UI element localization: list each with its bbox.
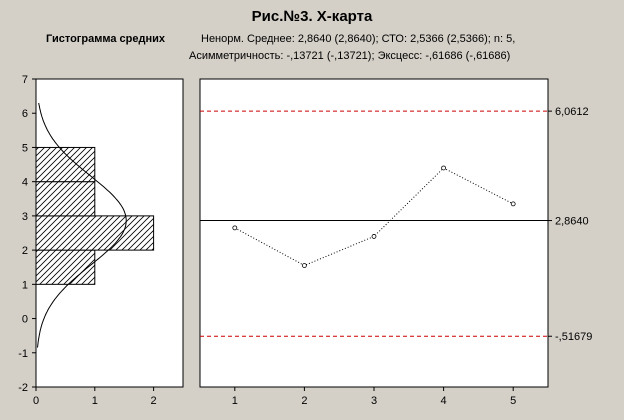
y-tick-label: -2	[18, 382, 28, 394]
center-label: 2,8640	[555, 216, 589, 228]
histogram-bar-2	[35, 215, 155, 251]
ctrl-x-tick-label: 1	[232, 395, 238, 407]
ctrl-x-tick-label: 4	[441, 395, 447, 407]
y-tick-label: 5	[22, 142, 28, 154]
y-tick-label: 0	[22, 314, 28, 326]
y-tick-label: 6	[22, 108, 28, 120]
y-tick-label: 1	[22, 279, 28, 291]
hist-x-tick-label: 1	[92, 395, 98, 407]
ctrl-x-tick-label: 5	[510, 395, 516, 407]
control-chart-plot-area	[199, 78, 549, 388]
stats-line-2: Асимметричность: -,13721 (-,13721); Эксц…	[189, 50, 511, 62]
data-point-2	[301, 263, 307, 268]
y-tick-label: 7	[22, 74, 28, 86]
ucl-label: 6,0612	[555, 106, 589, 118]
chart-title: Рис.№3. Х-карта	[251, 8, 373, 25]
data-point-1	[232, 225, 238, 231]
y-tick-label: -1	[18, 348, 28, 360]
lcl-label: -,51679	[555, 331, 592, 343]
histogram-title: Гистограмма средних	[46, 33, 165, 45]
ctrl-x-tick-label: 3	[371, 395, 377, 407]
histogram-bar-3	[35, 181, 96, 217]
data-point-5	[510, 201, 516, 207]
hist-x-tick-label: 2	[151, 395, 157, 407]
data-point-4	[441, 165, 447, 171]
histogram-bar-1	[35, 249, 96, 285]
ctrl-x-tick-label: 2	[301, 395, 307, 407]
y-tick-label: 2	[22, 245, 28, 257]
data-point-3	[371, 234, 377, 239]
y-tick-label: 4	[22, 177, 28, 189]
stats-line-1: Ненорм. Среднее: 2,8640 (2,8640); СТО: 2…	[201, 33, 516, 45]
y-tick-label: 3	[22, 211, 28, 223]
normal-curve	[37, 102, 127, 348]
histogram-bar-4	[35, 146, 96, 183]
hist-x-tick-label: 0	[33, 395, 39, 407]
